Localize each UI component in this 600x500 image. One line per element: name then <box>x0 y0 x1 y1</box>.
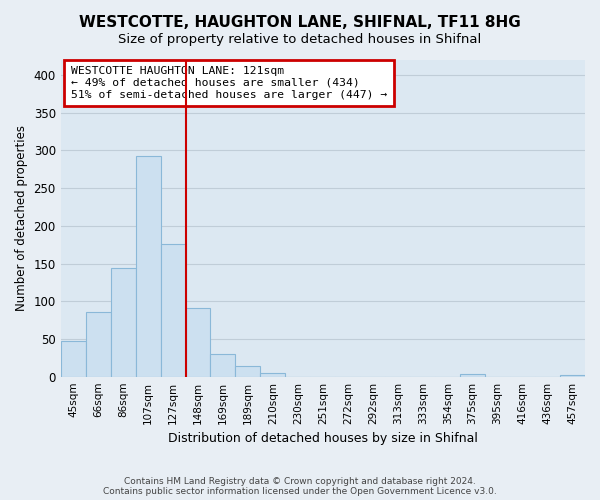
Bar <box>136 156 161 376</box>
Bar <box>260 373 286 376</box>
Bar <box>560 375 585 376</box>
Text: WESTCOTTE HAUGHTON LANE: 121sqm
← 49% of detached houses are smaller (434)
51% o: WESTCOTTE HAUGHTON LANE: 121sqm ← 49% of… <box>71 66 388 100</box>
Bar <box>185 308 211 376</box>
Bar <box>460 374 485 376</box>
Text: Contains HM Land Registry data © Crown copyright and database right 2024.
Contai: Contains HM Land Registry data © Crown c… <box>103 476 497 496</box>
Bar <box>86 312 110 376</box>
Bar <box>211 354 235 376</box>
Text: WESTCOTTE, HAUGHTON LANE, SHIFNAL, TF11 8HG: WESTCOTTE, HAUGHTON LANE, SHIFNAL, TF11 … <box>79 15 521 30</box>
Bar <box>110 268 136 376</box>
Y-axis label: Number of detached properties: Number of detached properties <box>15 126 28 312</box>
Bar <box>161 244 185 376</box>
Text: Size of property relative to detached houses in Shifnal: Size of property relative to detached ho… <box>118 32 482 46</box>
X-axis label: Distribution of detached houses by size in Shifnal: Distribution of detached houses by size … <box>168 432 478 445</box>
Bar <box>61 341 86 376</box>
Bar <box>235 366 260 376</box>
